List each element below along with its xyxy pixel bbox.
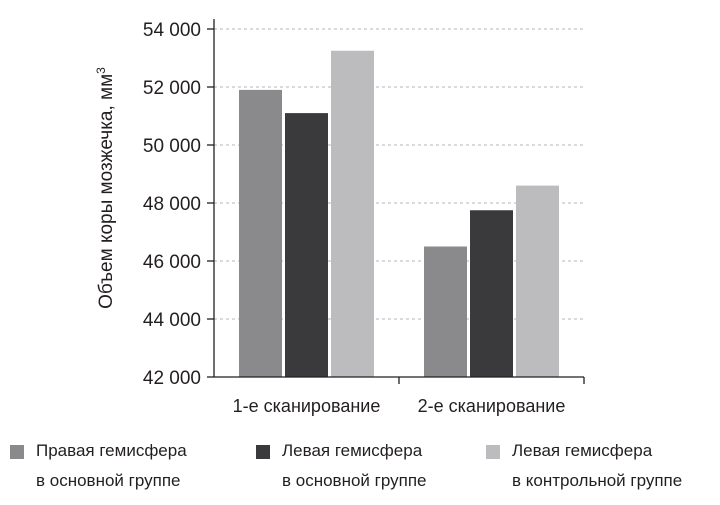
legend-swatch: [256, 445, 270, 459]
bar: [285, 113, 328, 377]
axes: [207, 19, 585, 384]
y-tick-label: 48 000: [143, 194, 201, 215]
legend-item-left-control: Левая гемисфера в контрольной группе: [486, 436, 682, 496]
legend-item-right-main: Правая гемисфера в основной группе: [10, 436, 187, 496]
bar: [239, 89, 282, 378]
bar: [516, 185, 559, 377]
legend-label-line2: в основной группе: [36, 471, 181, 490]
bar: [331, 50, 374, 377]
legend-swatch: [486, 445, 500, 459]
bar-chart: 42 000 44 000 46 000 48 000 50 000 52 000 54 0…: [94, 19, 585, 416]
legend-label-line1: Левая гемисфера: [282, 441, 423, 460]
y-tick-label: 52 000: [143, 78, 201, 99]
x-category-label: 1-е сканирование: [233, 396, 381, 416]
bars: [239, 50, 559, 378]
legend: Правая гемисфера в основной группе Левая…: [0, 436, 720, 505]
y-tick-label: 44 000: [143, 310, 201, 331]
y-axis-label: Объем коры мозжечка, мм3: [94, 67, 117, 309]
x-category-labels: 1-е сканирование 2-е сканирование: [233, 396, 566, 416]
legend-label-line2: в контрольной группе: [512, 471, 683, 490]
x-category-label: 2-е сканирование: [418, 396, 566, 416]
legend-item-left-main: Левая гемисфера в основной группе: [256, 436, 426, 496]
bar: [424, 246, 467, 377]
legend-label-line1: Левая гемисфера: [512, 441, 653, 460]
y-tick-label: 42 000: [143, 368, 201, 389]
y-tick-label: 46 000: [143, 252, 201, 273]
y-tick-labels: 42 000 44 000 46 000 48 000 50 000 52 000 54 0…: [143, 20, 201, 389]
y-tick-label: 50 000: [143, 136, 201, 157]
legend-label-line2: в основной группе: [282, 471, 427, 490]
legend-label-line1: Правая гемисфера: [36, 441, 187, 460]
y-tick-label: 54 000: [143, 20, 201, 41]
bar: [470, 210, 513, 377]
legend-swatch: [10, 445, 24, 459]
